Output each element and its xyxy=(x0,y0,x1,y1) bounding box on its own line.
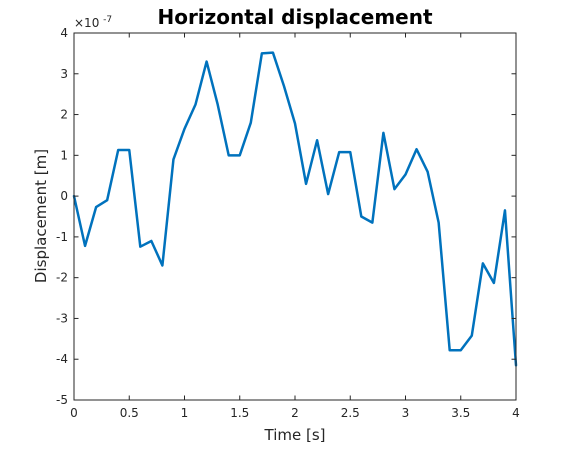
chart-title: Horizontal displacement xyxy=(157,5,432,29)
x-tick-label: 4 xyxy=(512,406,520,420)
x-axis-label: Time [s] xyxy=(264,426,326,444)
y-axis-label: Displacement [m] xyxy=(32,149,50,283)
data-layer xyxy=(72,51,518,367)
x-tick-label: 0 xyxy=(70,406,78,420)
y-tick-label: -5 xyxy=(56,393,68,407)
y-exponent-label: ×10 -7 xyxy=(74,15,112,30)
x-tick-label: 3 xyxy=(402,406,410,420)
y-tick-label: -4 xyxy=(56,352,68,366)
y-tick-label: 3 xyxy=(60,67,68,81)
y-exponent-power: -7 xyxy=(103,15,112,25)
x-tick-label: 2.5 xyxy=(341,406,360,420)
y-exponent-base: ×10 xyxy=(74,16,99,30)
y-tick-label: 2 xyxy=(60,108,68,122)
axes-layer: 0 0.5 1 1.5 2 2.5 3 3.5 4 -5 -4 -3 -2 -1 0 1 2 3 4 xyxy=(56,26,520,420)
y-tick-label: -1 xyxy=(56,230,68,244)
y-tick-label: 1 xyxy=(60,148,68,162)
y-tick-label: -3 xyxy=(56,311,68,325)
y-tick-label: -2 xyxy=(56,271,68,285)
x-tick-label: 1.5 xyxy=(230,406,249,420)
plot-area-background xyxy=(74,33,516,400)
x-tick-label: 1 xyxy=(181,406,189,420)
series-line-1 xyxy=(72,51,518,367)
y-tick-label: 0 xyxy=(60,189,68,203)
y-tick-label: 4 xyxy=(60,26,68,40)
x-tick-label: 3.5 xyxy=(451,406,470,420)
x-tick-label: 0.5 xyxy=(120,406,139,420)
x-tick-label: 2 xyxy=(291,406,299,420)
